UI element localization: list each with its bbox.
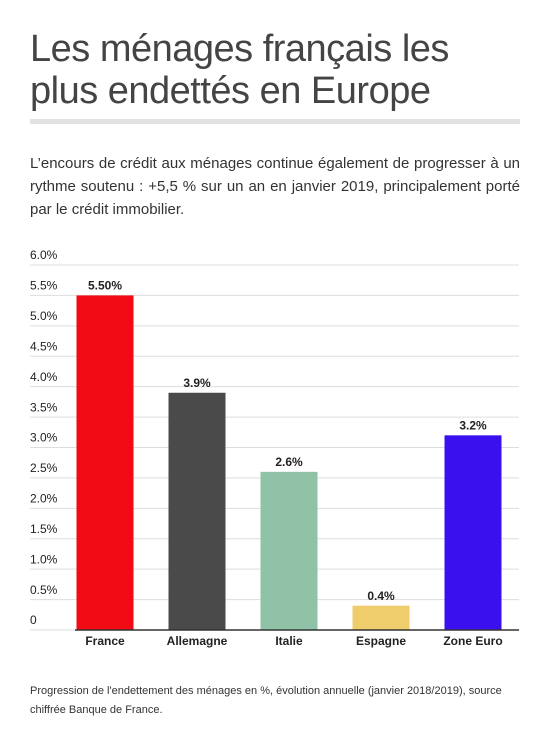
- y-tick-label: 4.0%: [30, 370, 58, 384]
- value-label: 2.6%: [275, 455, 303, 469]
- value-label: 3.2%: [459, 419, 487, 433]
- y-tick-label: 1.5%: [30, 522, 58, 536]
- y-tick-label: 2.0%: [30, 492, 58, 506]
- footnote: Progression de l'endettement des ménages…: [30, 685, 502, 716]
- y-tick-label: 3.0%: [30, 431, 58, 445]
- y-tick-label: 1.0%: [30, 552, 58, 566]
- x-tick-label: Italie: [275, 634, 303, 648]
- y-tick-label: 3.5%: [30, 400, 58, 414]
- bar: [168, 392, 226, 630]
- x-tick-label: France: [85, 634, 125, 648]
- subtitle: L’encours de crédit aux ménages continue…: [30, 155, 520, 218]
- bar: [444, 435, 502, 630]
- value-label: 0.4%: [367, 589, 395, 603]
- y-tick-label: 2.5%: [30, 461, 58, 475]
- y-tick-label: 4.5%: [30, 339, 58, 353]
- chart: 0 0.5% 1.0% 1.5% 2.0% 2.5% 3.0% 3.5% 4.0% 4.5% 5.0…: [30, 248, 519, 648]
- chart-title: Les ménages français les plus endettés e…: [30, 28, 449, 112]
- y-tick-label: 6.0%: [30, 248, 58, 262]
- value-label: 3.9%: [183, 376, 211, 390]
- y-tick-label: 0.5%: [30, 583, 58, 597]
- value-label: 5.50%: [88, 279, 122, 293]
- bar: [76, 295, 134, 630]
- bar: [260, 471, 318, 630]
- bar: [352, 605, 410, 630]
- x-tick-label: Allemagne: [167, 634, 228, 648]
- y-tick-label: 0: [30, 613, 37, 627]
- x-tick-label: Zone Euro: [443, 634, 502, 648]
- title-rule: [30, 119, 520, 124]
- x-tick-label: Espagne: [356, 634, 406, 648]
- y-tick-label: 5.5%: [30, 279, 58, 293]
- y-tick-label: 5.0%: [30, 309, 58, 323]
